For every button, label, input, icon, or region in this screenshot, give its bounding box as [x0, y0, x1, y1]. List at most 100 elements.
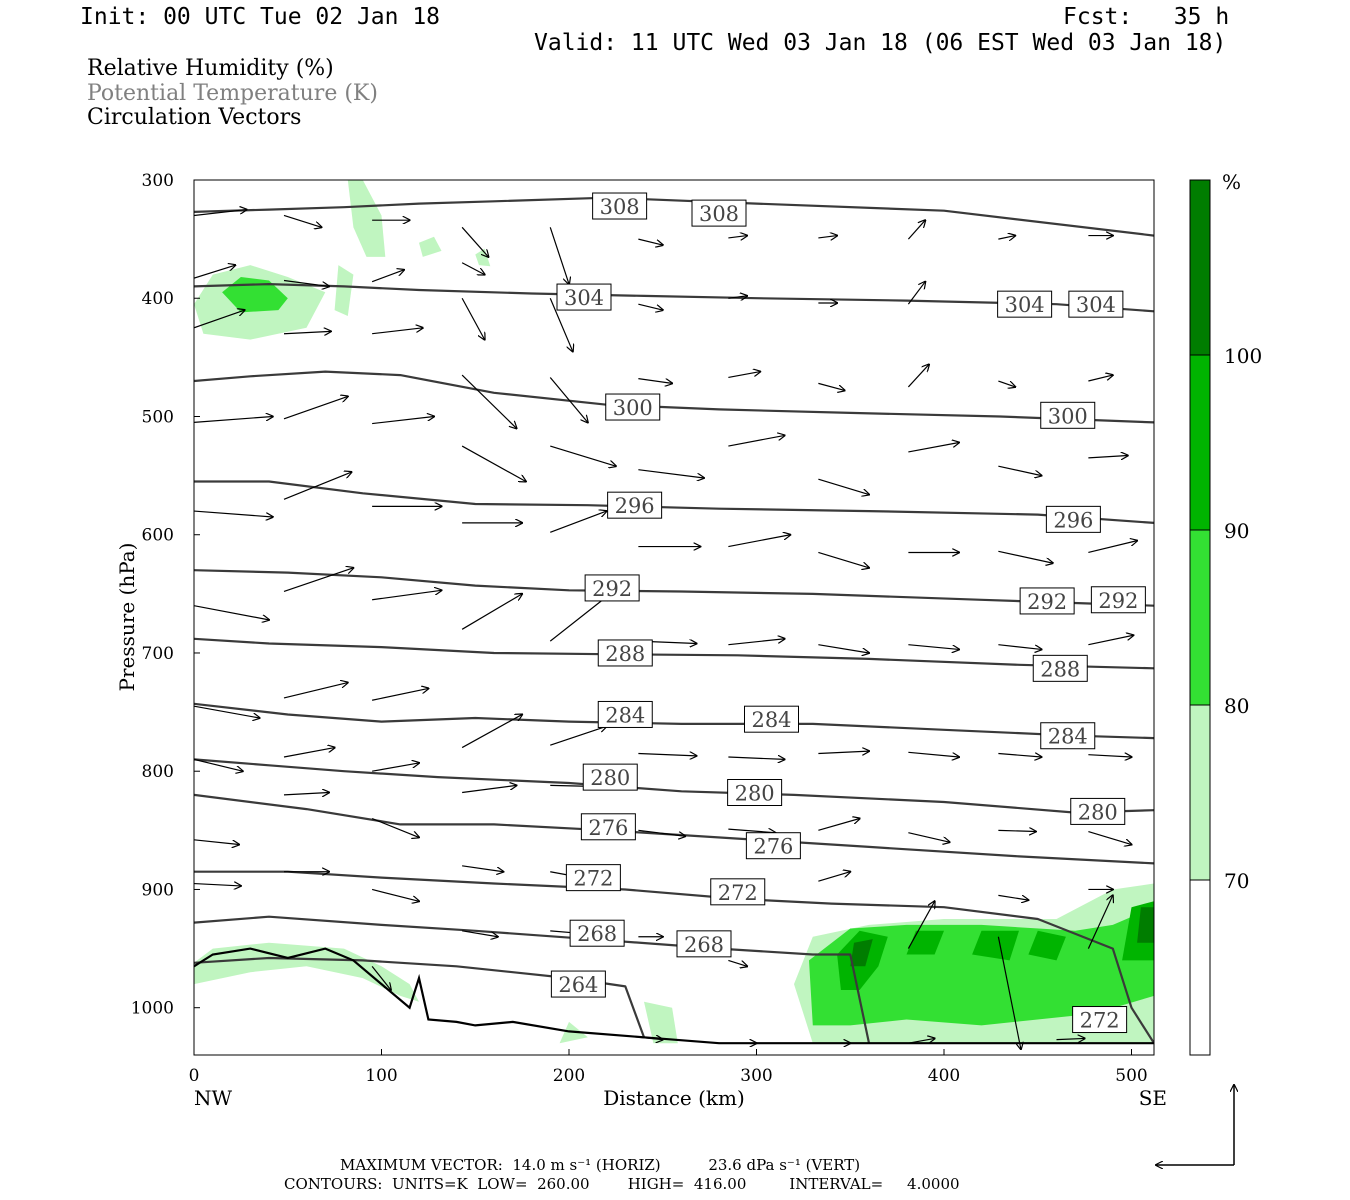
- circulation-vector: [907, 282, 925, 305]
- colorbar-level-label: 90: [1224, 519, 1249, 543]
- colorbar-segment: [1189, 879, 1211, 1056]
- circulation-vector: [908, 443, 959, 453]
- colorbar-level-label: 100: [1224, 344, 1262, 368]
- x-end-label-right: SE: [1139, 1086, 1167, 1110]
- svg-text:280: 280: [1078, 800, 1118, 824]
- colorbar-unit: %: [1222, 170, 1241, 194]
- circulation-vector: [638, 1037, 662, 1039]
- svg-text:272: 272: [1080, 1009, 1120, 1033]
- svg-text:264: 264: [558, 973, 598, 997]
- rh-shade-70-3: [194, 942, 419, 1002]
- circulation-vector: [372, 688, 428, 701]
- circulation-vector: [194, 265, 235, 279]
- circulation-vector: [549, 227, 569, 284]
- circulation-vector: [194, 605, 269, 620]
- theta-label-268-0: 268: [569, 919, 625, 947]
- field-theta-label: Potential Temperature (K): [87, 81, 378, 106]
- rh-shade-70-5: [644, 1001, 678, 1044]
- circulation-vector: [818, 478, 869, 494]
- theta-contour-300: [194, 370, 1154, 424]
- y-tick-label: 500: [142, 407, 174, 427]
- svg-text:304: 304: [1076, 293, 1116, 317]
- circulation-vector: [461, 445, 526, 481]
- circulation-vector: [549, 298, 573, 351]
- theta-contour-308: [194, 196, 1154, 237]
- field-rh-label: Relative Humidity (%): [87, 56, 334, 81]
- svg-text:304: 304: [564, 286, 604, 310]
- svg-text:300: 300: [613, 396, 653, 420]
- circulation-vector: [998, 830, 1036, 831]
- circulation-vector: [371, 270, 404, 283]
- svg-text:272: 272: [573, 867, 613, 891]
- circulation-vector: [728, 435, 784, 447]
- theta-contour-292: [194, 569, 1154, 607]
- theta-label-272-2: 272: [1072, 1006, 1128, 1034]
- circulation-vector: [908, 832, 949, 842]
- circulation-vector: [283, 472, 352, 500]
- theta-label-288-1: 288: [1032, 654, 1088, 682]
- circulation-vector: [194, 884, 241, 886]
- circulation-vector: [1088, 755, 1131, 757]
- circulation-vector: [728, 535, 790, 548]
- circulation-vector: [1088, 456, 1127, 458]
- circulation-vector: [1088, 635, 1133, 646]
- circulation-vector: [998, 465, 1041, 475]
- circulation-vector: [194, 705, 260, 718]
- y-tick-label: 900: [142, 880, 174, 900]
- theta-label-284-0: 284: [597, 700, 653, 728]
- y-tick-label: 700: [142, 644, 174, 664]
- svg-text:284: 284: [605, 703, 645, 727]
- circulation-vector: [907, 220, 925, 240]
- x-tick-label: 400: [928, 1066, 960, 1086]
- colorbar-segment: [1189, 179, 1211, 356]
- circulation-vector: [907, 901, 934, 949]
- circulation-vector: [638, 238, 662, 245]
- x-end-label-left: NW: [194, 1086, 233, 1110]
- rh-shade-80-1: [809, 907, 1154, 1026]
- rh-shade-70-1: [347, 180, 386, 257]
- circulation-vector: [371, 965, 391, 990]
- circulation-vector: [818, 872, 850, 882]
- circulation-vector: [283, 568, 353, 593]
- circulation-vector: [638, 753, 696, 755]
- valid-time: Valid: 11 UTC Wed 03 Jan 18 (06 EST Wed …: [534, 30, 1227, 56]
- init-time: Init: 00 UTC Tue 02 Jan 18: [80, 4, 441, 30]
- circulation-vector: [461, 226, 488, 257]
- theta-label-280-2: 280: [1070, 797, 1126, 825]
- circulation-vector: [998, 753, 1041, 757]
- theta-label-284-1: 284: [744, 705, 799, 733]
- theta-label-288-0: 288: [597, 639, 653, 667]
- circulation-vector: [638, 469, 704, 478]
- circulation-vector: [371, 888, 419, 901]
- y-axis-title: Pressure (hPa): [115, 543, 139, 692]
- circulation-vector: [997, 936, 1021, 1049]
- rh-shade-90-3: [1028, 930, 1066, 961]
- circulation-vector: [372, 763, 419, 772]
- theta-label-284-2: 284: [1040, 722, 1096, 750]
- x-tick-label: 200: [553, 1066, 585, 1086]
- circulation-vector: [638, 303, 662, 310]
- theta-label-276-1: 276: [745, 832, 801, 860]
- x-tick-label: 0: [189, 1066, 200, 1086]
- theta-contour-296: [194, 480, 1154, 524]
- svg-text:308: 308: [600, 195, 640, 219]
- circulation-vector: [462, 785, 516, 794]
- circulation-vector: [462, 930, 498, 937]
- rh-shade-70-2: [334, 265, 354, 316]
- circulation-vector: [194, 310, 245, 329]
- rh-shade-90-2: [972, 930, 1019, 961]
- circulation-vector: [728, 959, 747, 966]
- theta-label-272-1: 272: [710, 878, 766, 906]
- circulation-vector: [908, 751, 959, 757]
- svg-text:292: 292: [1098, 589, 1138, 613]
- svg-text:292: 292: [1027, 590, 1067, 614]
- svg-text:284: 284: [1048, 725, 1088, 749]
- circulation-vector: [728, 296, 747, 298]
- x-axis-title: Distance (km): [603, 1086, 745, 1110]
- circulation-vector: [550, 445, 616, 466]
- circulation-vector: [728, 757, 784, 759]
- circulation-vector: [461, 714, 522, 749]
- circulation-vector: [461, 374, 516, 428]
- circulation-vector: [371, 817, 419, 838]
- circulation-vector: [194, 210, 247, 217]
